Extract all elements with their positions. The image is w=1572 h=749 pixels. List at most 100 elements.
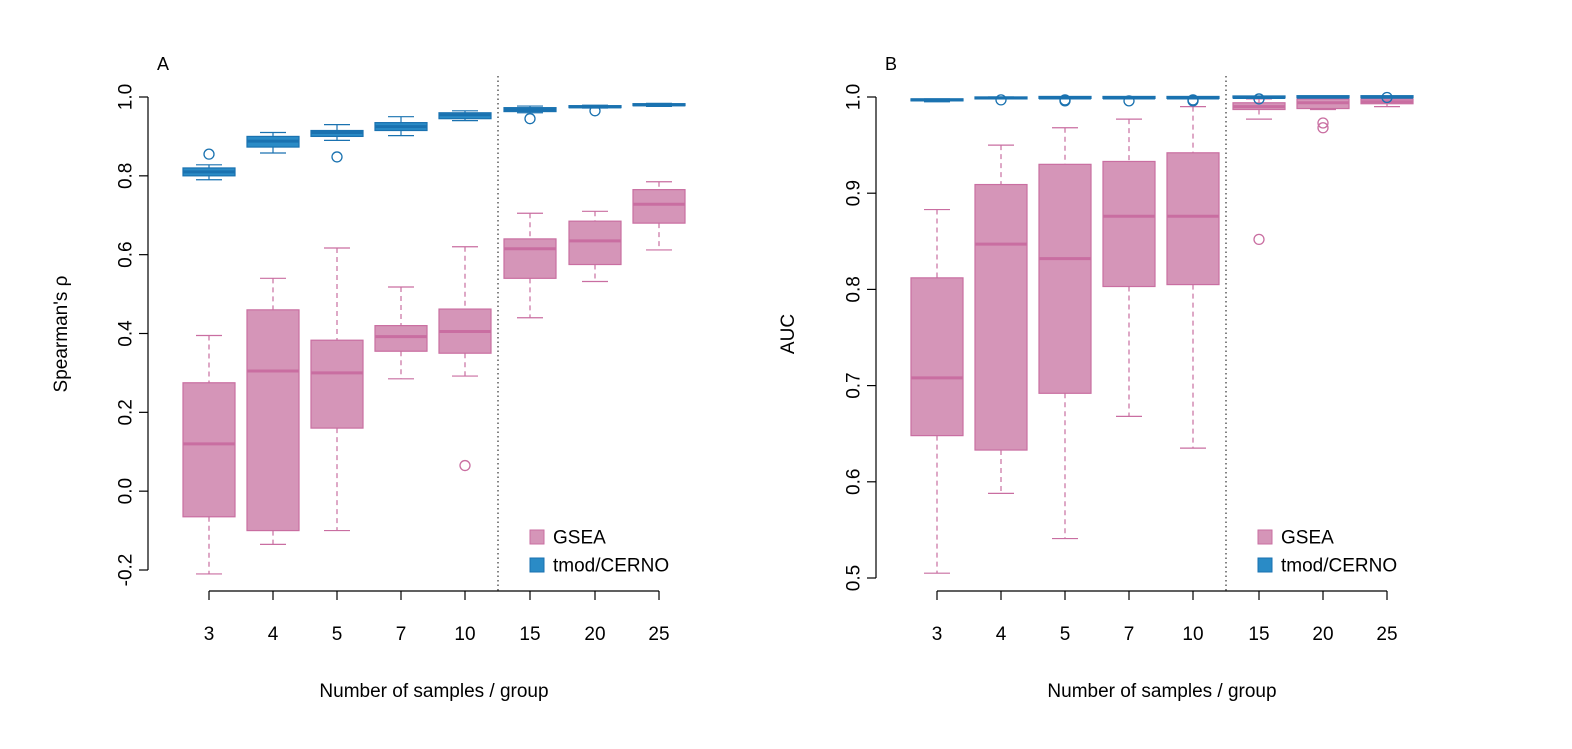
x-tick-label: 3 (932, 624, 943, 645)
legend-label-cerno: tmod/CERNO (553, 556, 669, 577)
panel-a: A Number of samples / group Spearman's ρ… (51, 54, 686, 702)
y-tick-label: 1.0 (844, 84, 865, 110)
gsea-box (374, 325, 428, 352)
cerno-box-group (438, 110, 492, 122)
gsea-box (1166, 152, 1220, 286)
y-tick-label: 0.8 (116, 163, 137, 189)
gsea-box-group (374, 286, 428, 380)
cerno-outlier-point (1187, 94, 1199, 106)
cerno-box-group (632, 102, 686, 108)
gsea-box (568, 220, 622, 266)
x-tick-label: 4 (268, 624, 279, 645)
y-tick-label: 0.6 (116, 241, 137, 267)
cerno-box-group (1166, 94, 1220, 107)
gsea-outlier-point (1317, 122, 1329, 134)
y-tick-label: 0.4 (116, 320, 137, 347)
y-tick-label: 1.0 (116, 84, 137, 110)
cerno-outlier-point (589, 105, 601, 117)
cerno-box-group (374, 116, 428, 137)
legend-label-gsea: GSEA (553, 528, 606, 549)
gsea-box-group (632, 181, 686, 251)
cerno-box-group (1360, 91, 1414, 104)
legend-label-gsea: GSEA (1281, 528, 1334, 549)
gsea-box-group (1232, 98, 1286, 246)
x-tick-label: 15 (519, 624, 540, 645)
cerno-outlier-point (1253, 93, 1265, 105)
y-tick-label: 0.6 (844, 469, 865, 495)
x-tick-label: 7 (396, 624, 407, 645)
x-tick-label: 3 (204, 624, 215, 645)
x-tick-label: 10 (454, 624, 475, 645)
panel-b: B Number of samples / group AUC 0.5 0.6 0.… (778, 54, 1414, 702)
gsea-box-group (974, 144, 1028, 494)
gsea-box-group (310, 247, 364, 532)
y-tick-label: 0.7 (844, 372, 865, 398)
legend-swatch-gsea (1257, 529, 1273, 545)
gsea-box (632, 189, 686, 224)
y-tick-label: 0.5 (844, 565, 865, 591)
gsea-box (310, 339, 364, 429)
x-tick-label: 20 (1312, 624, 1333, 645)
gsea-box (246, 309, 300, 532)
gsea-box-group (1166, 106, 1220, 449)
panel-label: A (157, 54, 169, 74)
x-axis-label: Number of samples / group (1047, 681, 1276, 702)
cerno-box-group (310, 123, 364, 163)
x-tick-label: 7 (1124, 624, 1135, 645)
cerno-box-group (1296, 95, 1350, 99)
cerno-outlier-point (1059, 94, 1071, 106)
x-tick-label: 25 (1376, 624, 1397, 645)
y-tick-label: 0.8 (844, 276, 865, 302)
x-tick-label: 15 (1248, 624, 1269, 645)
legend-label-cerno: tmod/CERNO (1281, 556, 1397, 577)
gsea-outlier-point (459, 459, 471, 472)
cerno-box-group (1038, 94, 1092, 107)
x-tick-label: 20 (584, 624, 605, 645)
cerno-box-group (1102, 95, 1156, 107)
y-axis-label: AUC (778, 314, 799, 354)
x-axis-label: Number of samples / group (319, 681, 548, 702)
x-tick-label: 5 (1060, 624, 1071, 645)
cerno-box-group (974, 94, 1028, 106)
cerno-outlier-point (524, 113, 536, 125)
y-tick-label: 0.0 (116, 478, 137, 504)
cerno-box-group (910, 98, 964, 103)
gsea-box-group (910, 208, 964, 574)
gsea-box-group (246, 277, 300, 545)
panel-label: B (885, 54, 897, 74)
gsea-box-group (438, 246, 492, 472)
cerno-box-group (503, 105, 557, 125)
legend-swatch-cerno (1257, 557, 1273, 573)
legend-swatch-cerno (529, 557, 545, 573)
legend-swatch-gsea (529, 529, 545, 545)
y-tick-label: -0.2 (116, 554, 137, 587)
gsea-box-group (182, 334, 236, 575)
gsea-box-group (1102, 118, 1156, 417)
gsea-box (974, 183, 1028, 451)
gsea-box-group (1296, 97, 1350, 134)
cerno-box-group (1232, 93, 1286, 105)
gsea-box (910, 277, 964, 437)
cerno-outlier-point (1381, 91, 1393, 104)
gsea-outlier-point (1317, 117, 1329, 129)
gsea-box-group (503, 212, 557, 319)
gsea-box (1102, 160, 1156, 288)
cerno-outlier-point (203, 148, 215, 160)
gsea-box-group (568, 210, 622, 283)
gsea-box-group (1360, 97, 1414, 108)
gsea-outlier-point (1253, 233, 1265, 246)
gsea-box (1038, 163, 1092, 394)
gsea-box-group (1038, 127, 1092, 540)
cerno-box-group (182, 148, 236, 181)
cerno-outlier-point (331, 151, 343, 163)
x-tick-label: 4 (996, 624, 1007, 645)
y-tick-label: 0.2 (116, 399, 137, 425)
x-tick-label: 25 (648, 624, 669, 645)
cerno-outlier-point (1123, 95, 1135, 107)
y-axis-label: Spearman's ρ (51, 275, 72, 392)
cerno-box-group (246, 131, 300, 154)
x-tick-label: 5 (332, 624, 343, 645)
gsea-box (503, 238, 557, 279)
cerno-outlier-point (995, 94, 1007, 106)
